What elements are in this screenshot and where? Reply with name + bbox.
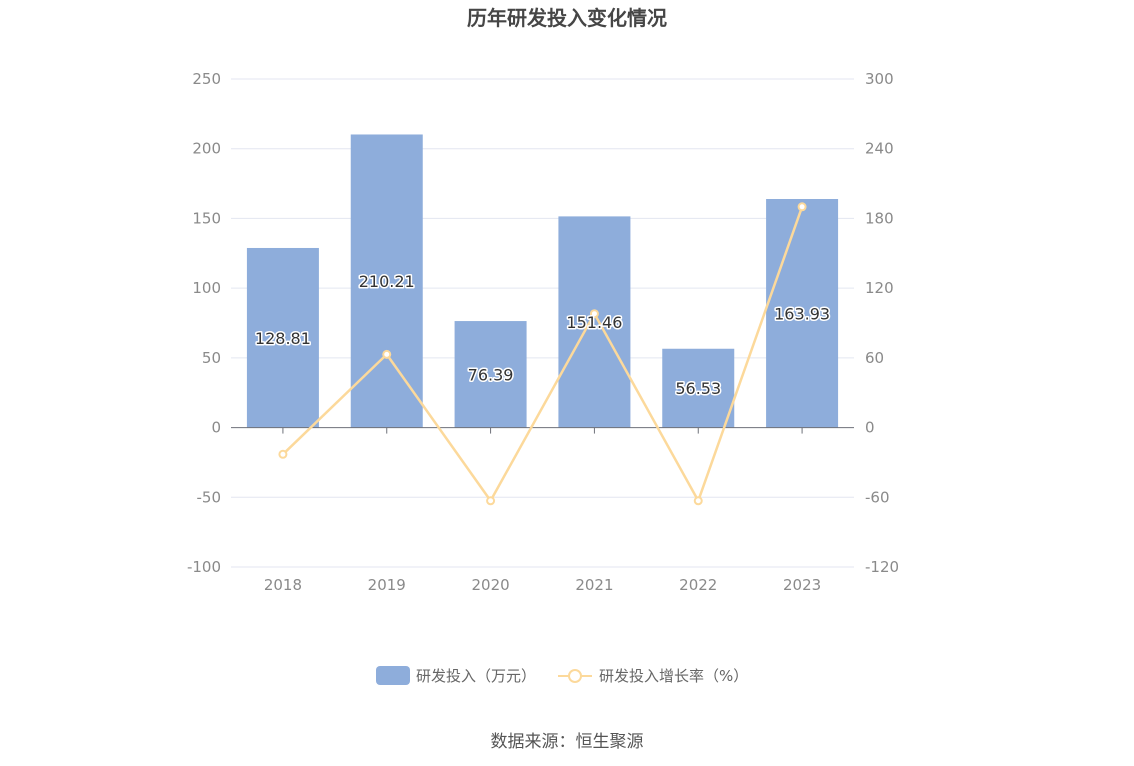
growth-point: [693, 496, 703, 506]
y-left-tick-label: 100: [192, 279, 221, 297]
y-right-tick-label: 120: [865, 279, 894, 297]
y-right-tick-label: 300: [865, 70, 894, 88]
legend-item-bar[interactable]: 研发投入（万元）: [376, 666, 536, 685]
y-left-tick-label: 0: [211, 419, 221, 437]
bar-value-label: 76.39: [468, 365, 514, 384]
y-right-tick-label: 180: [865, 209, 894, 227]
growth-point: [382, 349, 392, 359]
y-right-tick-label: -120: [865, 558, 899, 576]
legend[interactable]: 研发投入（万元） 研发投入增长率（%）: [376, 666, 748, 685]
bar: [662, 348, 735, 428]
legend-item-line[interactable]: 研发投入增长率（%）: [558, 667, 748, 685]
x-tick-label: 2023: [783, 576, 821, 594]
growth-line: [282, 206, 804, 503]
bar: [766, 199, 839, 428]
legend-line-marker: [568, 669, 582, 683]
y-right-tick-label: 240: [865, 140, 894, 158]
data-source: 数据来源：恒生聚源: [491, 732, 644, 752]
y-axis-left: -100 -50 0 50 100 150 200 250: [187, 70, 221, 576]
grid-lines: [231, 78, 854, 568]
growth-point: [278, 449, 288, 459]
legend-line-label: 研发投入增长率（%）: [599, 667, 748, 685]
growth-point: [589, 309, 599, 319]
bar: [558, 216, 631, 428]
line-series: [278, 202, 807, 506]
y-left-tick-label: 150: [192, 209, 221, 227]
legend-bar-label: 研发投入（万元）: [416, 667, 536, 685]
chart-title: 历年研发投入变化情况: [467, 6, 667, 30]
y-right-tick-label: -60: [865, 488, 890, 506]
bar-value-label: 151.46: [566, 313, 622, 332]
y-left-tick-label: 50: [202, 349, 221, 367]
bar: [454, 321, 527, 428]
bar-value-label: 210.21: [359, 272, 415, 291]
growth-point: [797, 202, 807, 212]
bar-value-labels: 128.81 210.21 76.39 151.46 56.53 163.93: [253, 271, 831, 400]
bar-series: [246, 134, 839, 428]
y-left-tick-label: -100: [187, 558, 221, 576]
y-left-tick-label: -50: [197, 488, 222, 506]
legend-bar-swatch: [376, 666, 410, 685]
y-left-tick-label: 250: [192, 70, 221, 88]
y-right-tick-label: 60: [865, 349, 884, 367]
bar-value-label: 163.93: [774, 304, 830, 323]
bar-value-label: 128.81: [255, 329, 311, 348]
x-tick-label: 2022: [679, 576, 717, 594]
x-tick-label: 2020: [471, 576, 509, 594]
x-tick-label: 2019: [368, 576, 406, 594]
x-tick-label: 2018: [264, 576, 302, 594]
y-right-tick-label: 0: [865, 419, 875, 437]
y-axis-right: -120 -60 0 60 120 180 240 300: [865, 70, 899, 576]
bar: [246, 247, 319, 428]
x-tick-label: 2021: [575, 576, 613, 594]
x-axis: 2018 2019 2020 2021 2022 2023: [231, 427, 854, 594]
y-left-tick-label: 200: [192, 140, 221, 158]
growth-point: [486, 496, 496, 506]
bar-value-label: 56.53: [675, 379, 721, 398]
